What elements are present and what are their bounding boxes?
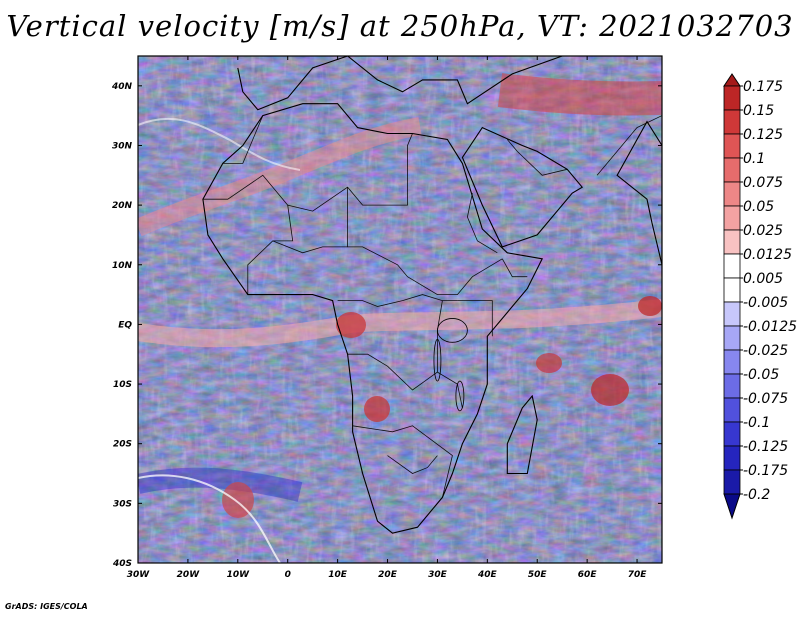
lake-malawi <box>455 380 465 412</box>
colorbar-label-9: -0.005 <box>743 295 788 311</box>
ascent-cell-indian-ocean <box>536 353 562 373</box>
country-border-1 <box>202 133 413 212</box>
colorbar-label-13: -0.075 <box>743 391 788 407</box>
colorbar-label-15: -0.125 <box>743 439 788 455</box>
country-border-6 <box>347 353 438 391</box>
ascent-cell-angola <box>364 396 390 422</box>
colorbar-label-2: 0.125 <box>743 127 783 143</box>
descent-band-south <box>138 467 303 502</box>
colorbar-segment-8 <box>723 253 741 279</box>
colorbar-label-4: 0.075 <box>743 175 783 191</box>
africa-coastline <box>202 103 544 534</box>
software-credit: GrADS: IGES/COLA <box>5 602 88 611</box>
colorbar-label-17: -0.2 <box>743 487 770 503</box>
colorbar-label-10: -0.0125 <box>743 319 797 335</box>
longitude-label-1: 20W <box>177 570 201 580</box>
country-border-12 <box>466 193 498 254</box>
colorbar: 0.175 0.15 0.125 0.1 0.075 0.05 0.025 0.0125 0.0… <box>723 73 797 520</box>
colorbar-segment-6 <box>723 205 741 231</box>
longitude-label-10: 70E <box>628 570 648 580</box>
colorbar-label-11: -0.025 <box>743 343 788 359</box>
south-asia-coastline <box>616 120 662 277</box>
colorbar-label-3: 0.1 <box>743 151 765 167</box>
madagascar-coastline <box>506 394 538 475</box>
country-border-10 <box>501 258 528 278</box>
ascent-band-north <box>138 117 422 237</box>
latitude-label-6: 20S <box>113 440 132 450</box>
map-title: Vertical velocity [m/s] at 250hPa, VT: 2… <box>6 9 794 43</box>
jet-streak-contour <box>138 474 281 563</box>
colorbar-segment-15 <box>723 421 741 447</box>
latitude-label-5: 10S <box>113 380 132 390</box>
longitude-label-8: 50E <box>528 570 548 580</box>
country-border-14 <box>596 115 662 176</box>
latitude-label-4: EQ <box>118 320 132 330</box>
arabian-peninsula-coastline <box>461 126 584 248</box>
country-border-0 <box>222 115 264 164</box>
map-outlines <box>202 56 662 534</box>
colorbar-segment-17 <box>723 469 741 495</box>
colorbar-segment-11 <box>723 325 741 351</box>
colorbar-segment-2 <box>723 109 741 135</box>
longitude-label-6: 30E <box>428 570 448 580</box>
colorbar-bottom-arrow <box>723 493 741 520</box>
colorbar-segment-9 <box>723 277 741 303</box>
latitude-label-0: 40N <box>111 82 133 92</box>
colorbar-segment-14 <box>723 397 741 423</box>
colorbar-label-16: -0.175 <box>743 463 788 479</box>
colorbar-label-7: 0.0125 <box>743 247 792 263</box>
country-border-13 <box>506 139 568 176</box>
colorbar-label-6: 0.025 <box>743 223 783 239</box>
colorbar-top-arrow <box>723 73 741 87</box>
longitude-label-5: 20E <box>378 570 398 580</box>
colorbar-segment-12 <box>723 349 741 375</box>
country-border-8 <box>437 300 463 408</box>
colorbar-label-8: 0.005 <box>743 271 783 287</box>
longitude-axis: 30W 20W 10W 0 10E 20E 30E 40E 50E 60E 70E <box>127 56 647 580</box>
lake-tanganyika <box>433 338 442 382</box>
colorbar-segment-3 <box>723 133 741 159</box>
longitude-label-3: 0 <box>285 570 291 580</box>
latitude-label-1: 30N <box>112 141 133 151</box>
latitude-label-3: 10N <box>112 261 133 271</box>
longitude-label-2: 10W <box>227 570 251 580</box>
colorbar-label-1: 0.15 <box>743 103 774 119</box>
latitude-axis: 40N 30N 20N 10N EQ 10S 20S 30S 40S <box>111 82 662 569</box>
ascent-cell-congo <box>336 312 366 338</box>
europe-coastline <box>237 56 662 111</box>
country-border-11 <box>387 455 438 474</box>
lake-victoria <box>437 318 468 343</box>
colorbar-label-14: -0.1 <box>743 415 770 431</box>
colorbar-segment-16 <box>723 445 741 471</box>
map-frame <box>137 55 663 564</box>
cyclone-ascent-cell <box>591 374 629 406</box>
colorbar-segment-1 <box>723 85 741 111</box>
ascent-region-himalaya <box>497 73 662 116</box>
country-border-7 <box>352 425 453 498</box>
colorbar-label-5: 0.05 <box>743 199 774 215</box>
latitude-label-7: 30S <box>113 499 132 509</box>
latitude-label-8: 40S <box>112 559 132 569</box>
colorbar-label-12: -0.05 <box>743 367 779 383</box>
longitude-label-7: 40E <box>477 570 498 580</box>
country-border-2 <box>347 187 503 295</box>
ascent-cell-east <box>638 296 662 316</box>
latitude-label-2: 20N <box>112 201 133 211</box>
longitude-label-4: 10E <box>328 570 348 580</box>
country-border-9 <box>457 300 493 337</box>
colorbar-segment-13 <box>723 373 741 399</box>
country-border-4 <box>272 240 348 254</box>
velocity-field <box>138 56 662 563</box>
longitude-label-9: 60E <box>578 570 598 580</box>
colorbar-label-0: 0.175 <box>743 79 783 95</box>
north-jet-contour <box>138 117 301 171</box>
longitude-label-0: 30W <box>127 570 151 580</box>
colorbar-segment-10 <box>723 301 741 327</box>
colorbar-segment-4 <box>723 157 741 183</box>
colorbar-segment-5 <box>723 181 741 207</box>
colorbar-segment-7 <box>723 229 741 255</box>
